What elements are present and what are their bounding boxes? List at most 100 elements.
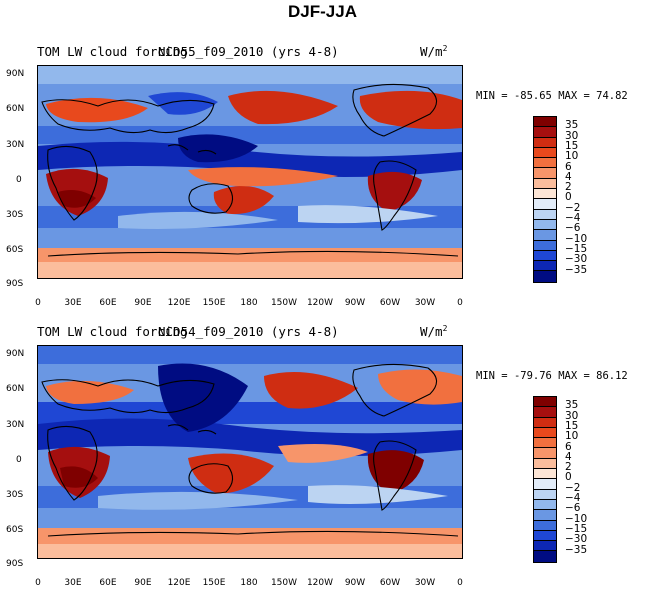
lat-label: 90N xyxy=(6,349,25,359)
colorbar-swatch xyxy=(534,219,556,231)
colorbar-swatch xyxy=(534,199,556,210)
lat-label: 30N xyxy=(6,140,25,150)
units-text: W/m xyxy=(420,324,443,340)
colorbar-swatch xyxy=(534,551,556,562)
colorbar-tick-label: 30 xyxy=(565,409,579,422)
colorbar-tick-label: 35 xyxy=(565,399,579,412)
lon-label: 90W xyxy=(344,578,366,588)
units-exponent: 2 xyxy=(442,324,448,333)
colorbar-swatch xyxy=(534,158,556,169)
colorbar-swatch xyxy=(534,458,556,470)
colorbar-tick-label: −30 xyxy=(565,253,588,266)
colorbar-tick-label: 10 xyxy=(565,150,579,163)
colorbar-tick-label: 2 xyxy=(565,461,572,474)
lon-label: 0 xyxy=(457,578,463,588)
colorbar-swatch xyxy=(534,250,556,262)
colorbar-swatch xyxy=(534,510,556,521)
lat-label: 60S xyxy=(6,245,24,255)
colorbar-tick-label: −6 xyxy=(565,502,581,515)
colorbar-swatch xyxy=(534,520,556,531)
colorbar-tick-label: −2 xyxy=(565,481,581,494)
min-label: MIN = xyxy=(476,90,514,102)
lon-label: 120W xyxy=(306,578,334,588)
lon-label: 150E xyxy=(202,578,226,588)
lat-label: 90S xyxy=(6,279,24,289)
lon-label: 0 xyxy=(35,298,41,308)
lat-label: 0 xyxy=(16,175,22,185)
contour-map xyxy=(37,345,463,559)
panel-case-title: NCD54_f09_2010 (yrs 4-8) xyxy=(158,324,339,339)
lon-label: 90E xyxy=(134,298,152,308)
colorbar-swatch xyxy=(534,499,556,511)
lon-label: 150E xyxy=(202,298,226,308)
colorbar-tick-label: −30 xyxy=(565,533,588,546)
colorbar-swatch xyxy=(534,168,556,179)
colorbar xyxy=(533,396,557,563)
colorbar-tick-label: −15 xyxy=(565,522,588,535)
colorbar-swatch xyxy=(534,178,556,190)
panel-case-title: NCD55_f09_2010 (yrs 4-8) xyxy=(158,44,339,59)
panel-variable-title: TOM LW cloud forcing xyxy=(37,324,188,339)
colorbar-swatch xyxy=(534,479,556,490)
lat-label: 0 xyxy=(16,455,22,465)
colorbar-swatch xyxy=(534,209,556,220)
units-exponent: 2 xyxy=(442,44,448,53)
map-panel-2: TOM LW cloud forcing NCD54_f09_2010 (yrs… xyxy=(0,324,645,614)
lon-label: 0 xyxy=(35,578,41,588)
colorbar-swatch xyxy=(534,469,556,480)
max-value: 86.12 xyxy=(596,370,628,382)
lon-label: 30E xyxy=(64,578,82,588)
colorbar-tick-label: 4 xyxy=(565,450,572,463)
colorbar-swatch xyxy=(534,271,556,282)
colorbar-tick-label: 0 xyxy=(565,191,572,204)
colorbar-tick-label: −2 xyxy=(565,201,581,214)
colorbar-swatch xyxy=(534,530,556,542)
lat-label: 90N xyxy=(6,69,25,79)
lon-label: 30W xyxy=(414,578,436,588)
lon-label: 180 xyxy=(240,578,258,588)
lon-label: 120W xyxy=(306,298,334,308)
colorbar-tick-label: −35 xyxy=(565,543,588,556)
colorbar-tick-label: −4 xyxy=(565,492,581,504)
lat-label: 60S xyxy=(6,525,24,535)
min-max-readout: MIN = -79.76 MAX = 86.12 xyxy=(476,370,628,382)
max-label: MAX = xyxy=(551,370,597,382)
colorbar-swatch xyxy=(534,147,556,159)
min-value: -85.65 xyxy=(513,90,552,102)
min-value: -79.76 xyxy=(513,370,552,382)
colorbar-tick-label: −10 xyxy=(565,232,588,245)
colorbar-swatch xyxy=(534,417,556,428)
colorbar-tick-label: −4 xyxy=(565,212,581,224)
colorbar-swatch xyxy=(534,427,556,439)
figure-title: DJF-JJA xyxy=(288,2,357,21)
colorbar-swatch xyxy=(534,541,556,552)
lon-label: 150W xyxy=(270,578,298,588)
panel-units: W/m2 xyxy=(420,44,447,59)
map-panel-1: TOM LW cloud forcing NCD55_f09_2010 (yrs… xyxy=(0,44,645,334)
panel-units: W/m2 xyxy=(420,324,447,339)
colorbar-tick-label: 2 xyxy=(565,181,572,194)
panel-variable-title: TOM LW cloud forcing xyxy=(37,44,188,59)
colorbar xyxy=(533,116,557,283)
lon-label: 60W xyxy=(379,298,401,308)
lon-label: 90W xyxy=(344,298,366,308)
colorbar-swatch xyxy=(534,189,556,200)
colorbar-swatch xyxy=(534,127,556,138)
colorbar-swatch xyxy=(534,397,556,408)
lon-label: 90E xyxy=(134,578,152,588)
colorbar-tick-label: 0 xyxy=(565,471,572,484)
lon-label: 30E xyxy=(64,298,82,308)
colorbar-tick-label: 4 xyxy=(565,170,572,183)
colorbar-tick-label: 30 xyxy=(565,129,579,142)
lat-label: 60N xyxy=(6,384,25,394)
min-max-readout: MIN = -85.65 MAX = 74.82 xyxy=(476,90,628,102)
units-text: W/m xyxy=(420,44,443,60)
colorbar-tick-label: −35 xyxy=(565,263,588,276)
colorbar-tick-label: −10 xyxy=(565,512,588,525)
colorbar-tick-label: 15 xyxy=(565,139,579,152)
lon-label: 60E xyxy=(99,578,117,588)
colorbar-tick-label: 6 xyxy=(565,440,572,453)
colorbar-tick-label: 15 xyxy=(565,419,579,432)
map-field xyxy=(38,66,462,278)
colorbar-swatch xyxy=(534,448,556,459)
